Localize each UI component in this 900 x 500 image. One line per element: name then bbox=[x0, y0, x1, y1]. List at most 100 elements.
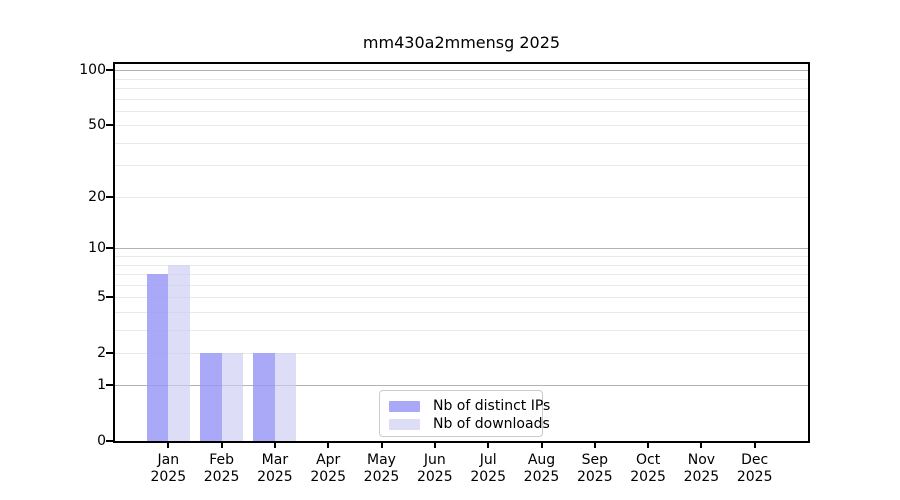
gridline-major bbox=[115, 248, 808, 250]
x-tick-mark bbox=[327, 443, 330, 448]
gridline-minor bbox=[115, 110, 808, 112]
x-tick-month: Jul bbox=[479, 452, 497, 468]
bar-downloads bbox=[168, 264, 190, 441]
bars-layer bbox=[115, 64, 808, 441]
x-tick-year: 2025 bbox=[416, 469, 453, 485]
gridline-minor bbox=[115, 165, 808, 167]
y-tick-label: 1 bbox=[97, 377, 106, 394]
x-tick-mark bbox=[593, 443, 596, 448]
x-tick-label: Nov 2025 bbox=[671, 452, 731, 486]
gridline-minor bbox=[115, 311, 808, 313]
legend-label-distinct-ips: Nb of distinct IPs bbox=[433, 398, 551, 414]
x-tick-year: 2025 bbox=[630, 469, 666, 485]
x-tick-label: Apr 2025 bbox=[298, 452, 358, 486]
bar-downloads bbox=[221, 352, 244, 441]
x-tick-label: Sep 2025 bbox=[565, 452, 625, 486]
x-tick-mark bbox=[273, 443, 276, 448]
x-tick-year: 2025 bbox=[470, 469, 506, 485]
bar-downloads bbox=[274, 352, 297, 441]
x-tick-label: Jun 2025 bbox=[405, 452, 465, 486]
y-tick-mark bbox=[106, 247, 113, 250]
x-tick-month: Jun bbox=[423, 452, 446, 468]
x-tick-year: 2025 bbox=[363, 469, 400, 485]
x-tick-year: 2025 bbox=[523, 469, 560, 485]
x-tick-month: Jan bbox=[157, 452, 180, 468]
gridline-minor bbox=[115, 274, 808, 275]
x-tick-year: 2025 bbox=[310, 469, 346, 485]
x-tick-label: May 2025 bbox=[352, 452, 412, 486]
x-tick-label: Dec 2025 bbox=[725, 452, 785, 486]
y-tick-label: 20 bbox=[88, 188, 106, 205]
x-tick-month: Sep bbox=[581, 452, 608, 468]
bar-distinct-ips bbox=[146, 274, 169, 441]
y-tick-mark bbox=[106, 69, 113, 72]
legend: Nb of distinct IPs Nb of downloads bbox=[379, 390, 550, 437]
x-tick-label: Jan 2025 bbox=[138, 452, 198, 486]
y-tick-label: 2 bbox=[97, 344, 106, 361]
x-tick-mark bbox=[433, 443, 436, 448]
gridline-minor bbox=[115, 256, 808, 258]
x-tick-mark bbox=[647, 443, 650, 448]
gridline-minor bbox=[115, 196, 808, 198]
legend-item-distinct-ips: Nb of distinct IPs bbox=[389, 397, 550, 415]
y-tick-label: 50 bbox=[88, 117, 106, 134]
x-tick-month: Dec bbox=[741, 452, 769, 468]
x-tick-year: 2025 bbox=[150, 469, 187, 485]
gridline-major bbox=[115, 385, 808, 387]
gridline-minor bbox=[115, 78, 808, 80]
x-tick-year: 2025 bbox=[203, 469, 240, 485]
x-tick-month: Nov bbox=[687, 452, 716, 468]
plot-area: Nb of distinct IPs Nb of downloads bbox=[113, 62, 810, 443]
x-tick-month: Mar bbox=[261, 452, 289, 468]
legend-item-downloads: Nb of downloads bbox=[389, 415, 550, 433]
x-tick-month: Oct bbox=[635, 452, 661, 468]
chart-title: mm430a2mmensg 2025 bbox=[362, 33, 561, 52]
x-tick-mark bbox=[487, 443, 490, 448]
legend-label-downloads: Nb of downloads bbox=[433, 416, 550, 432]
y-tick-label: 10 bbox=[88, 240, 106, 257]
x-tick-year: 2025 bbox=[576, 469, 613, 485]
gridline-minor bbox=[115, 284, 808, 286]
bar-distinct-ips bbox=[253, 352, 275, 441]
gridline-minor bbox=[115, 142, 808, 144]
y-tick-mark bbox=[106, 440, 113, 442]
legend-swatch-downloads bbox=[389, 418, 420, 430]
gridline-minor bbox=[115, 297, 808, 299]
x-tick-mark bbox=[380, 443, 383, 448]
gridline-minor bbox=[115, 125, 808, 127]
grid-layer bbox=[115, 64, 808, 441]
x-tick-mark bbox=[700, 443, 703, 448]
x-tick-mark bbox=[540, 443, 543, 448]
y-tick-mark bbox=[106, 384, 113, 387]
x-tick-year: 2025 bbox=[736, 469, 773, 485]
bar-distinct-ips bbox=[200, 352, 222, 441]
x-tick-month: Apr bbox=[316, 452, 341, 468]
x-tick-label: Feb 2025 bbox=[192, 452, 252, 486]
gridline-minor bbox=[115, 352, 808, 354]
gridline-major bbox=[115, 70, 808, 72]
y-tick-label: 0 bbox=[97, 433, 106, 449]
x-tick-label: Jul 2025 bbox=[458, 452, 518, 486]
x-tick-year: 2025 bbox=[683, 469, 720, 485]
gridline-minor bbox=[115, 98, 808, 100]
y-tick-mark bbox=[106, 296, 113, 299]
y-tick-label: 5 bbox=[97, 289, 106, 306]
x-tick-year: 2025 bbox=[257, 469, 293, 485]
x-tick-mark bbox=[220, 443, 223, 448]
legend-swatch-distinct-ips bbox=[389, 400, 420, 412]
y-tick-mark bbox=[106, 195, 113, 198]
x-tick-label: Oct 2025 bbox=[618, 452, 678, 486]
x-tick-month: May bbox=[367, 452, 396, 468]
y-tick-label: 100 bbox=[79, 62, 106, 79]
x-tick-label: Mar 2025 bbox=[245, 452, 305, 486]
x-tick-mark bbox=[167, 443, 170, 448]
x-tick-month: Feb bbox=[209, 452, 234, 468]
y-tick-mark bbox=[106, 124, 113, 127]
gridline-minor bbox=[115, 88, 808, 90]
x-tick-month: Aug bbox=[527, 452, 556, 468]
gridline-minor bbox=[115, 264, 808, 266]
y-tick-mark bbox=[106, 351, 113, 354]
x-tick-label: Aug 2025 bbox=[512, 452, 572, 486]
gridline-minor bbox=[115, 329, 808, 331]
